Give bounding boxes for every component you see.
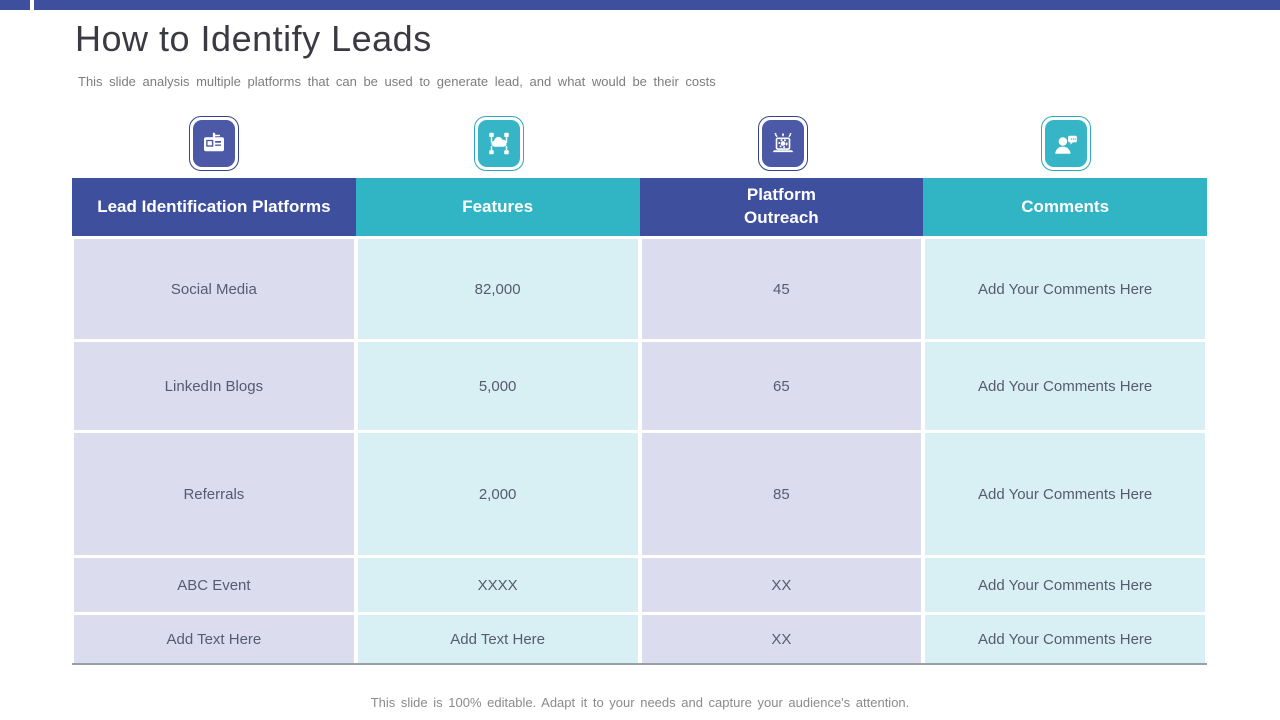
- table-bottom-rule: [72, 663, 1207, 665]
- user-comment-icon: [1041, 116, 1091, 171]
- table-cell: Social Media: [72, 236, 356, 339]
- column-header: Comments: [923, 178, 1207, 236]
- table-cell: 65: [639, 339, 924, 430]
- column-header: Platform Outreach: [639, 178, 924, 236]
- table-cell: Add Your Comments Here: [923, 236, 1207, 339]
- laptop-gear-icon: [758, 116, 808, 171]
- table-cell: Referrals: [72, 430, 356, 555]
- id-badge-icon: [189, 116, 239, 171]
- table-cell: Add Your Comments Here: [923, 612, 1207, 663]
- table-cell: XXXX: [355, 555, 640, 612]
- page-title: How to Identify Leads: [75, 18, 432, 59]
- cloud-network-icon: [474, 116, 524, 171]
- top-accent-bar: [0, 0, 1280, 10]
- table-cell: Add Your Comments Here: [923, 339, 1207, 430]
- table-cell: XX: [639, 612, 924, 663]
- column-header: Lead Identification Platforms: [72, 178, 356, 236]
- cloud-network-icon-tile: [478, 120, 520, 167]
- id-badge-icon-tile: [193, 120, 235, 167]
- footer-note: This slide is 100% editable. Adapt it to…: [370, 695, 910, 710]
- laptop-gear-icon-tile: [762, 120, 804, 167]
- table-cell: Add Text Here: [72, 612, 356, 663]
- table-cell: ABC Event: [72, 555, 356, 612]
- table-cell: 82,000: [355, 236, 640, 339]
- table-cell: Add Text Here: [355, 612, 640, 663]
- page-subtitle: This slide analysis multiple platforms t…: [78, 74, 716, 89]
- table-cell: LinkedIn Blogs: [72, 339, 356, 430]
- table-cell: XX: [639, 555, 924, 612]
- column-header: Features: [355, 178, 640, 236]
- table-cell: Add Your Comments Here: [923, 430, 1207, 555]
- table-cell: 2,000: [355, 430, 640, 555]
- table-cell: Add Your Comments Here: [923, 555, 1207, 612]
- table-cell: 5,000: [355, 339, 640, 430]
- top-accent-bar-notch: [30, 0, 34, 10]
- table-cell: 45: [639, 236, 924, 339]
- table-cell: 85: [639, 430, 924, 555]
- user-comment-icon-tile: [1045, 120, 1087, 167]
- leads-table: Lead Identification Platforms Features Pla…: [72, 178, 1207, 663]
